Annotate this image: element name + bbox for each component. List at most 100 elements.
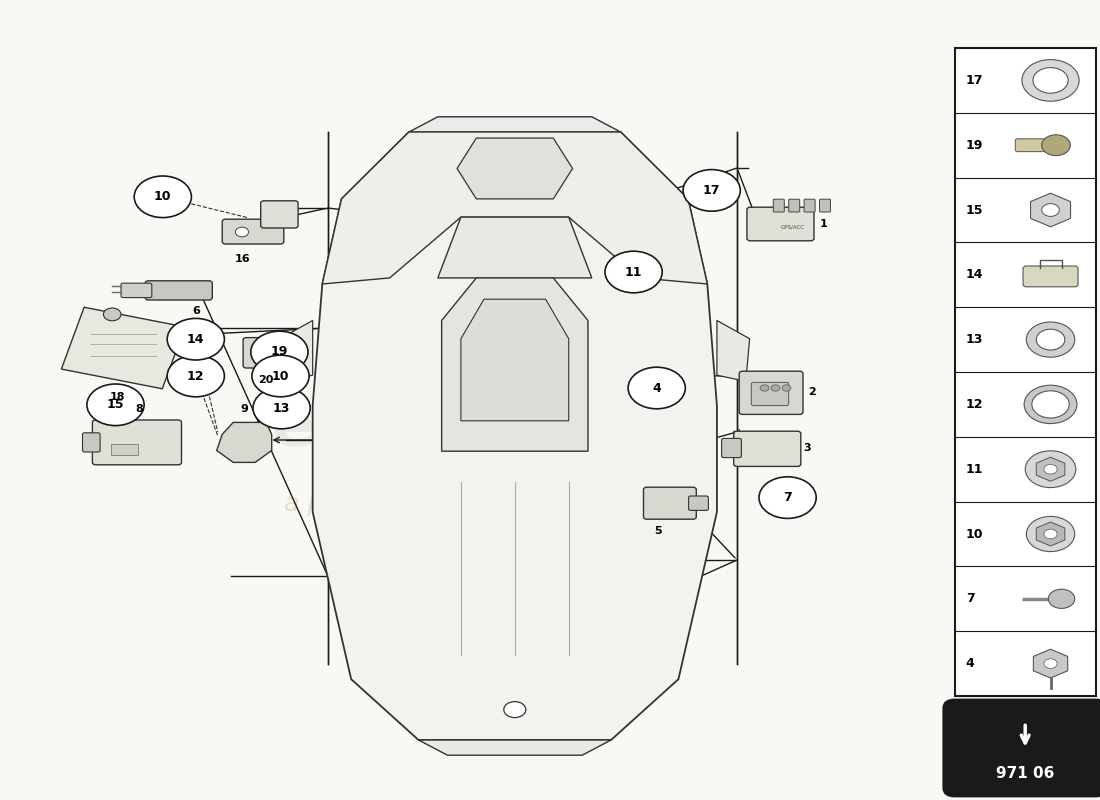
Circle shape xyxy=(760,385,769,391)
Circle shape xyxy=(683,170,740,211)
Polygon shape xyxy=(442,278,587,451)
Circle shape xyxy=(605,251,662,293)
FancyBboxPatch shape xyxy=(734,431,801,466)
FancyBboxPatch shape xyxy=(111,444,138,455)
Text: 971 06: 971 06 xyxy=(996,766,1055,781)
FancyBboxPatch shape xyxy=(243,338,283,368)
Text: 5: 5 xyxy=(654,526,662,537)
FancyBboxPatch shape xyxy=(722,438,741,458)
Circle shape xyxy=(1042,135,1070,155)
Polygon shape xyxy=(461,299,569,421)
Circle shape xyxy=(1026,517,1075,552)
FancyBboxPatch shape xyxy=(644,487,696,519)
FancyBboxPatch shape xyxy=(121,283,152,298)
Text: eurospares: eurospares xyxy=(271,397,675,459)
Polygon shape xyxy=(312,132,717,740)
Text: 14: 14 xyxy=(187,333,205,346)
FancyBboxPatch shape xyxy=(944,700,1100,796)
Circle shape xyxy=(782,385,791,391)
Text: 15: 15 xyxy=(107,398,124,411)
Text: 4: 4 xyxy=(652,382,661,394)
Polygon shape xyxy=(280,321,312,382)
Circle shape xyxy=(103,308,121,321)
Text: 3: 3 xyxy=(803,443,811,453)
Circle shape xyxy=(252,355,309,397)
Text: 17: 17 xyxy=(703,184,720,197)
Polygon shape xyxy=(419,740,612,755)
Text: 13: 13 xyxy=(273,402,290,414)
Circle shape xyxy=(1044,464,1057,474)
Text: 8: 8 xyxy=(135,405,144,414)
Text: 19: 19 xyxy=(966,138,983,152)
FancyBboxPatch shape xyxy=(92,420,182,465)
Circle shape xyxy=(251,331,308,373)
Circle shape xyxy=(87,384,144,426)
FancyBboxPatch shape xyxy=(739,371,803,414)
Text: 11: 11 xyxy=(966,462,983,476)
Text: 17: 17 xyxy=(966,74,983,87)
Polygon shape xyxy=(322,132,707,284)
Text: 15: 15 xyxy=(966,203,983,217)
Polygon shape xyxy=(1036,457,1065,482)
Text: a passion for parts since 1985: a passion for parts since 1985 xyxy=(284,492,662,516)
Circle shape xyxy=(1048,589,1075,608)
Text: 6: 6 xyxy=(192,306,200,315)
Text: 10: 10 xyxy=(154,190,172,203)
Wedge shape xyxy=(1022,60,1079,102)
Circle shape xyxy=(167,318,224,360)
Text: 14: 14 xyxy=(966,268,983,282)
Polygon shape xyxy=(1033,649,1068,678)
FancyBboxPatch shape xyxy=(261,201,298,228)
Text: 4: 4 xyxy=(966,657,975,670)
FancyBboxPatch shape xyxy=(789,199,800,212)
Polygon shape xyxy=(1031,193,1070,227)
FancyBboxPatch shape xyxy=(747,207,814,241)
Text: 9: 9 xyxy=(240,405,249,414)
Text: 12: 12 xyxy=(187,370,205,382)
FancyBboxPatch shape xyxy=(82,433,100,452)
Text: 10: 10 xyxy=(966,527,983,541)
Text: 7: 7 xyxy=(966,592,975,606)
Text: 11: 11 xyxy=(625,266,642,278)
FancyBboxPatch shape xyxy=(1015,138,1047,152)
Text: 12: 12 xyxy=(966,398,983,411)
FancyBboxPatch shape xyxy=(689,496,708,510)
Circle shape xyxy=(1025,451,1076,488)
FancyBboxPatch shape xyxy=(145,281,212,300)
Polygon shape xyxy=(217,422,272,462)
FancyBboxPatch shape xyxy=(1023,266,1078,287)
Text: 10: 10 xyxy=(272,370,289,382)
Polygon shape xyxy=(62,307,185,389)
Polygon shape xyxy=(458,138,573,199)
Text: 7: 7 xyxy=(783,491,792,504)
Circle shape xyxy=(134,176,191,218)
Text: 13: 13 xyxy=(966,333,983,346)
Circle shape xyxy=(167,355,224,397)
Circle shape xyxy=(504,702,526,718)
Circle shape xyxy=(1042,204,1059,216)
Wedge shape xyxy=(1024,385,1077,424)
Text: 20: 20 xyxy=(258,375,274,386)
FancyBboxPatch shape xyxy=(222,219,284,244)
Polygon shape xyxy=(717,321,750,382)
FancyBboxPatch shape xyxy=(275,340,295,356)
FancyBboxPatch shape xyxy=(773,199,784,212)
Polygon shape xyxy=(1036,522,1065,546)
Circle shape xyxy=(771,385,780,391)
Circle shape xyxy=(628,367,685,409)
Text: GPS/ACC: GPS/ACC xyxy=(781,225,805,230)
Circle shape xyxy=(1044,658,1057,668)
Circle shape xyxy=(253,387,310,429)
FancyBboxPatch shape xyxy=(820,199,830,212)
Text: 19: 19 xyxy=(271,346,288,358)
Wedge shape xyxy=(1026,322,1075,357)
Bar xyxy=(955,48,1096,696)
FancyBboxPatch shape xyxy=(804,199,815,212)
Circle shape xyxy=(759,477,816,518)
Polygon shape xyxy=(409,117,620,132)
Text: 16: 16 xyxy=(234,254,250,265)
FancyBboxPatch shape xyxy=(751,382,789,406)
Text: 18: 18 xyxy=(110,392,125,402)
Circle shape xyxy=(235,227,249,237)
Text: 2: 2 xyxy=(808,387,816,397)
